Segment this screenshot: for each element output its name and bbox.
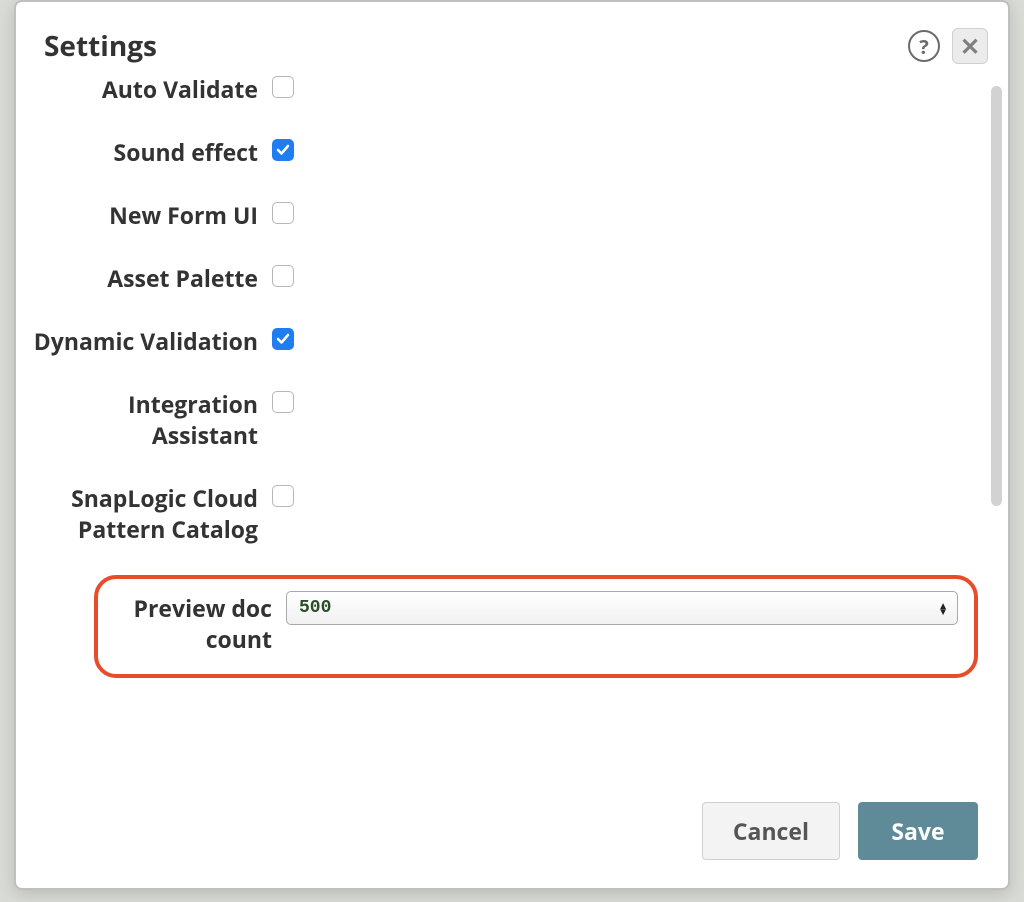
label-auto-validate: Auto Validate (16, 72, 272, 105)
cancel-button[interactable]: Cancel (702, 802, 840, 860)
row-preview-doc-count: Preview doc count 500 ▲▼ (108, 591, 964, 655)
control-new-form-ui (272, 198, 984, 229)
close-icon: ✕ (960, 30, 980, 63)
row-integration-assistant: Integration Assistant (16, 387, 984, 451)
save-label: Save (891, 815, 944, 847)
highlight-preview-doc-count: Preview doc count 500 ▲▼ (94, 575, 978, 677)
label-cloud-pattern-catalog: SnapLogic Cloud Pattern Catalog (16, 481, 272, 545)
control-cloud-pattern-catalog (272, 481, 984, 512)
control-auto-validate (272, 72, 984, 103)
control-sound-effect (272, 135, 984, 162)
label-new-form-ui: New Form UI (16, 198, 272, 231)
control-dynamic-validation (272, 324, 984, 351)
checkbox-asset-palette[interactable] (272, 265, 294, 287)
help-glyph: ? (919, 33, 929, 60)
dialog-body: Auto Validate Sound effect New Form UI (16, 72, 1008, 786)
cancel-label: Cancel (733, 815, 809, 847)
row-new-form-ui: New Form UI (16, 198, 984, 231)
row-sound-effect: Sound effect (16, 135, 984, 168)
label-integration-assistant: Integration Assistant (16, 387, 272, 451)
save-button[interactable]: Save (858, 802, 978, 860)
checkbox-cloud-pattern-catalog[interactable] (272, 485, 294, 507)
label-dynamic-validation: Dynamic Validation (16, 324, 272, 357)
control-preview-doc-count: 500 ▲▼ (286, 591, 958, 625)
checkbox-auto-validate[interactable] (272, 76, 294, 98)
dialog-footer: Cancel Save (16, 786, 1008, 888)
control-integration-assistant (272, 387, 984, 418)
scroll-area: Auto Validate Sound effect New Form UI (16, 72, 984, 786)
label-preview-doc-count: Preview doc count (108, 591, 286, 655)
row-asset-palette: Asset Palette (16, 261, 984, 294)
dialog-header: Settings ? ✕ (16, 2, 1008, 72)
help-icon[interactable]: ? (908, 30, 940, 62)
label-sound-effect: Sound effect (16, 135, 272, 168)
dialog-title: Settings (44, 27, 908, 65)
select-value: 500 (299, 598, 331, 618)
close-button[interactable]: ✕ (952, 28, 988, 64)
checkbox-dynamic-validation[interactable] (272, 328, 294, 350)
settings-dialog: Settings ? ✕ Auto Validate Sound effect (14, 0, 1010, 890)
checkbox-new-form-ui[interactable] (272, 202, 294, 224)
row-dynamic-validation: Dynamic Validation (16, 324, 984, 357)
control-asset-palette (272, 261, 984, 292)
checkbox-sound-effect[interactable] (272, 139, 294, 161)
row-auto-validate: Auto Validate (16, 72, 984, 105)
select-preview-doc-count[interactable]: 500 (286, 591, 958, 625)
label-asset-palette: Asset Palette (16, 261, 272, 294)
checkbox-integration-assistant[interactable] (272, 391, 294, 413)
row-cloud-pattern-catalog: SnapLogic Cloud Pattern Catalog (16, 481, 984, 545)
scrollbar-thumb[interactable] (991, 86, 1002, 506)
